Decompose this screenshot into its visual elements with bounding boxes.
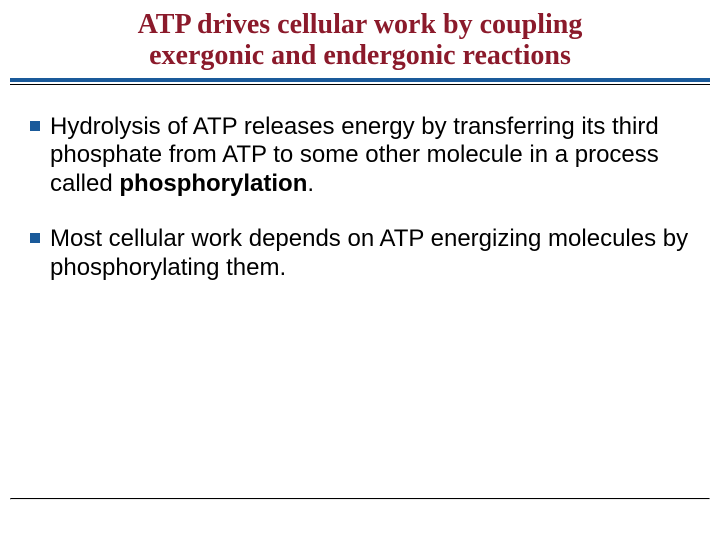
slide: ATP drives cellular work by coupling exe… [0,0,720,540]
bullet-icon [30,121,40,131]
list-item: Most cellular work depends on ATP energi… [30,225,690,283]
bullet-text: Most cellular work depends on ATP energi… [50,225,690,283]
slide-body: Hydrolysis of ATP releases energy by tra… [0,85,720,283]
title-line-2: exergonic and endergonic reactions [0,41,720,72]
bullet-text-pre: Most cellular work depends on ATP energi… [50,225,688,281]
title-line-1: ATP drives cellular work by coupling [0,10,720,41]
header-rule-thick [10,78,710,82]
bullet-icon [30,233,40,243]
bullet-text: Hydrolysis of ATP releases energy by tra… [50,113,690,199]
bullet-text-post: . [307,170,314,197]
slide-title: ATP drives cellular work by coupling exe… [0,0,720,72]
list-item: Hydrolysis of ATP releases energy by tra… [30,113,690,199]
footer-rule [10,498,710,500]
bullet-text-bold: phosphorylation [119,170,307,197]
